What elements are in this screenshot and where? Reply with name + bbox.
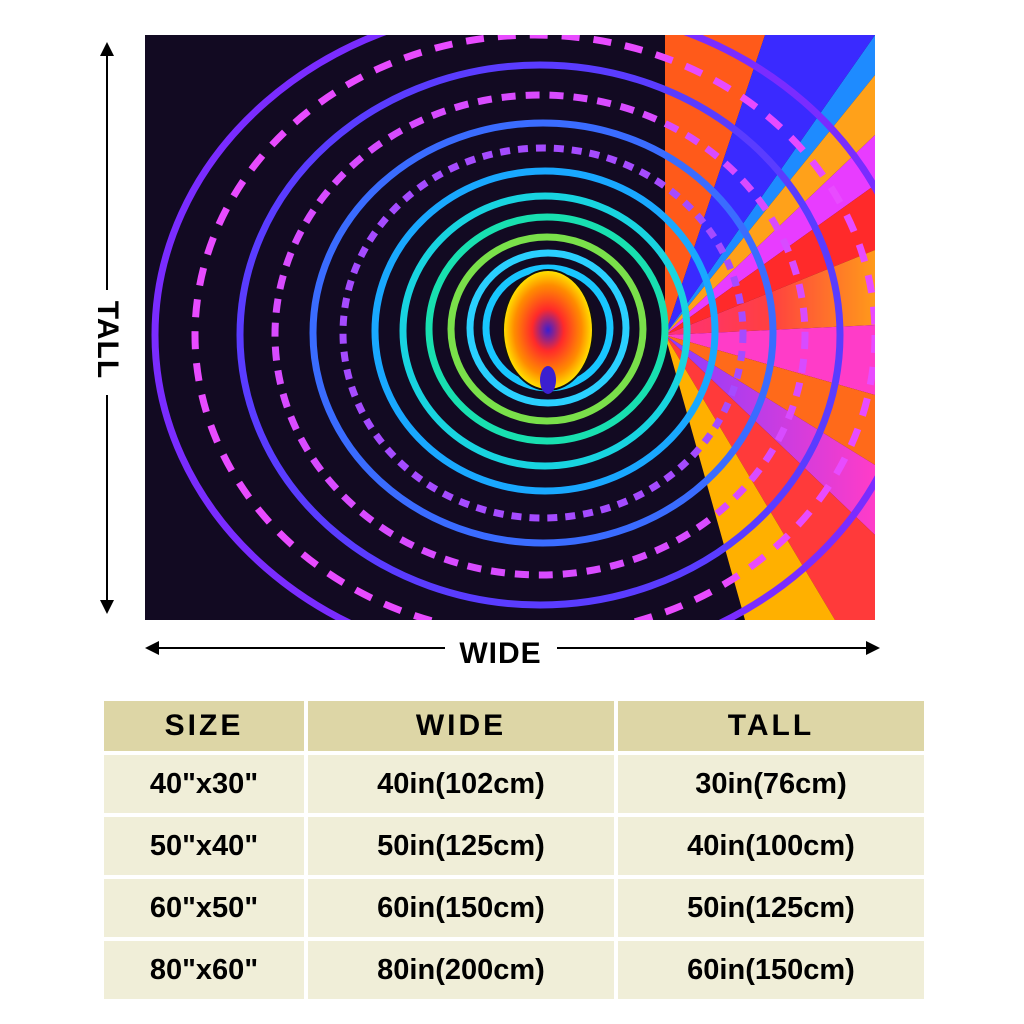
size-cell: 50"x40" xyxy=(104,817,304,875)
size-cell: 80"x60" xyxy=(104,941,304,999)
wide-cell: 80in(200cm) xyxy=(308,941,614,999)
table-row: 50"x40" 50in(125cm) 40in(100cm) xyxy=(104,817,924,875)
header-tall: TALL xyxy=(618,701,924,751)
tall-cell: 30in(76cm) xyxy=(618,755,924,813)
tall-cell: 60in(150cm) xyxy=(618,941,924,999)
wide-cell: 40in(102cm) xyxy=(308,755,614,813)
arrow-up-icon xyxy=(100,42,114,56)
wide-label: WIDE xyxy=(459,637,542,670)
size-chart-table: SIZE WIDE TALL 40"x30" 40in(102cm) 30in(… xyxy=(100,697,928,1003)
blanket-image xyxy=(145,35,875,620)
wide-dimension-line xyxy=(557,647,867,649)
size-cell: 40"x30" xyxy=(104,755,304,813)
tall-dimension-line xyxy=(106,395,108,605)
wide-cell: 50in(125cm) xyxy=(308,817,614,875)
arrow-right-icon xyxy=(866,641,880,655)
tall-cell: 50in(125cm) xyxy=(618,879,924,937)
table-row: 60"x50" 60in(150cm) 50in(125cm) xyxy=(104,879,924,937)
header-size: SIZE xyxy=(104,701,304,751)
tall-dimension-line xyxy=(106,50,108,290)
size-cell: 60"x50" xyxy=(104,879,304,937)
arrow-left-icon xyxy=(145,641,159,655)
wide-dimension-line xyxy=(155,647,445,649)
arrow-down-icon xyxy=(100,600,114,614)
header-wide: WIDE xyxy=(308,701,614,751)
tall-cell: 40in(100cm) xyxy=(618,817,924,875)
wide-cell: 60in(150cm) xyxy=(308,879,614,937)
tall-label: TALL xyxy=(91,300,124,380)
table-row: 80"x60" 80in(200cm) 60in(150cm) xyxy=(104,941,924,999)
table-header-row: SIZE WIDE TALL xyxy=(104,701,924,751)
table-row: 40"x30" 40in(102cm) 30in(76cm) xyxy=(104,755,924,813)
